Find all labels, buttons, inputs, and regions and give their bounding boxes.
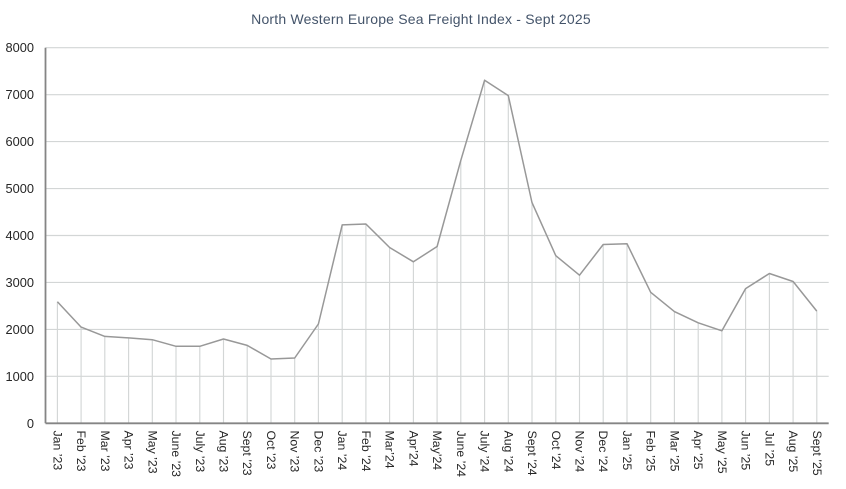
svg-text:Oct ’23: Oct ’23 (264, 431, 278, 470)
svg-text:3000: 3000 (6, 275, 34, 290)
svg-text:Jan ’24: Jan ’24 (335, 431, 349, 471)
svg-text:May ’23: May ’23 (145, 431, 159, 474)
svg-text:1000: 1000 (6, 369, 34, 384)
svg-text:Sept ’24: Sept ’24 (525, 431, 539, 476)
svg-text:Feb ’24: Feb ’24 (359, 431, 373, 472)
svg-text:Mar ’25: Mar ’25 (667, 431, 681, 472)
svg-text:Mar’24: Mar’24 (383, 431, 397, 469)
svg-text:June ’24: June ’24 (454, 431, 468, 478)
svg-text:Aug ’25: Aug ’25 (786, 431, 800, 473)
svg-text:7000: 7000 (6, 87, 34, 102)
svg-text:Apr ’23: Apr ’23 (122, 431, 136, 470)
svg-text:July ’23: July ’23 (193, 431, 207, 473)
svg-text:Jan ’25: Jan ’25 (620, 431, 634, 471)
svg-text:Dec ’24: Dec ’24 (596, 431, 610, 473)
svg-text:5000: 5000 (6, 181, 34, 196)
svg-text:Mar ’23: Mar ’23 (98, 431, 112, 472)
svg-text:Oct ’24: Oct ’24 (549, 431, 563, 470)
svg-text:2000: 2000 (6, 322, 34, 337)
svg-text:4000: 4000 (6, 228, 34, 243)
svg-text:8000: 8000 (6, 40, 34, 55)
svg-text:6000: 6000 (6, 134, 34, 149)
svg-text:Jun ’25: Jun ’25 (739, 431, 753, 471)
svg-text:Feb ’25: Feb ’25 (644, 431, 658, 472)
svg-text:Sept ’25: Sept ’25 (810, 431, 824, 476)
svg-text:Jul ’25: Jul ’25 (762, 431, 776, 467)
svg-text:Nov ’24: Nov ’24 (573, 431, 587, 473)
svg-text:Dec ’23: Dec ’23 (311, 431, 325, 473)
svg-text:May ’25: May ’25 (715, 431, 729, 474)
svg-text:Feb ’23: Feb ’23 (74, 431, 88, 472)
svg-text:May’24: May’24 (430, 431, 444, 471)
svg-text:0: 0 (27, 416, 34, 431)
svg-text:Sept ’23: Sept ’23 (240, 431, 254, 476)
svg-text:North Western Europe Sea Freig: North Western Europe Sea Freight Index -… (251, 11, 591, 27)
svg-text:Aug ’24: Aug ’24 (501, 431, 515, 473)
svg-text:Apr ’25: Apr ’25 (691, 431, 705, 470)
svg-text:July ’24: July ’24 (478, 431, 492, 473)
svg-text:Aug ’23: Aug ’23 (217, 431, 231, 473)
svg-text:June ’23: June ’23 (169, 431, 183, 478)
svg-text:Nov ’23: Nov ’23 (288, 431, 302, 473)
svg-text:Jan ’23: Jan ’23 (50, 431, 64, 471)
svg-text:Apr’24: Apr’24 (406, 431, 420, 467)
